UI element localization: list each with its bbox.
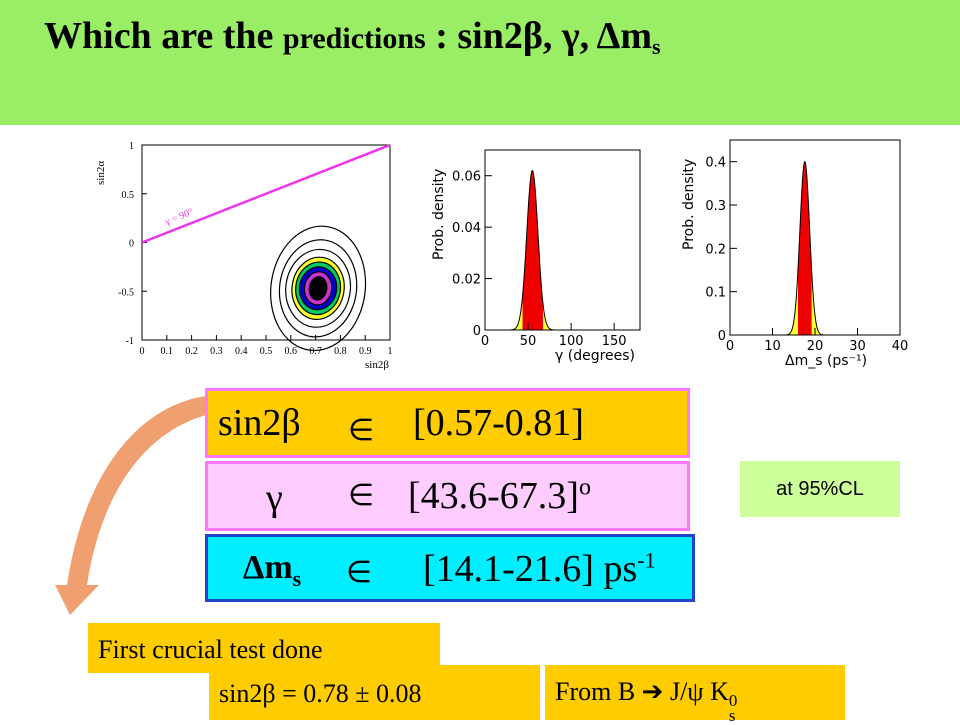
x-tick-label: 30 — [849, 339, 866, 354]
contour-level-8 — [270, 225, 367, 352]
x-tick-label: 150 — [602, 334, 627, 349]
y-axis-label: Prob. density — [431, 169, 447, 260]
y-tick-label: 0 — [473, 324, 481, 339]
x-tick-label: 0 — [481, 334, 489, 349]
dms-density-plot: 0 10 20 30 40 0 0.1 0.2 0.3 0.4 Δm_s (ps⁻¹) Prob. d… — [681, 139, 909, 369]
element-of-symbol: ∈ — [348, 478, 375, 513]
x-tick-label: 100 — [559, 334, 584, 349]
y-axis-label: sin2α — [95, 161, 107, 185]
plot-frame — [729, 139, 901, 336]
gamma-interval: [43.6-67.3]o — [408, 474, 591, 517]
gamma-label: γ — [266, 477, 283, 519]
gamma-interval-box: γ ∈ [43.6-67.3]o — [205, 461, 690, 531]
x-tick-label: 0.2 — [185, 346, 198, 357]
density-fill-range — [798, 161, 812, 335]
density-curve — [785, 160, 825, 336]
x-tick-label: 0.8 — [334, 346, 347, 357]
y-tick-label: 0.02 — [452, 273, 481, 288]
sin2b-label: sin2β — [218, 402, 301, 444]
density-curve — [509, 169, 555, 331]
x-tick-label: 0.3 — [210, 346, 223, 357]
x-tick-label: 0.7 — [309, 346, 322, 357]
page-title: Which are the predictions : sin2β, γ, Δm… — [44, 15, 661, 59]
x-axis-label: γ (degrees) — [555, 348, 635, 364]
contour-plot-sin2a-sin2b: 0 0.1 0.2 0.3 0.4 0.5 0.6 0.7 0.8 0.9 1 1 0.5 0 -0.5 -1… — [95, 141, 393, 370]
x-tick-label: 0.4 — [235, 346, 248, 357]
x-tick-label: 20 — [807, 339, 824, 354]
element-of-symbol: ∈ — [346, 555, 373, 590]
contour-level-1 — [308, 276, 328, 301]
title-banner — [0, 0, 960, 125]
x-tick-label: 0 — [140, 346, 145, 357]
measured-value-note: sin2β = 0.78 ± 0.08 — [209, 665, 540, 720]
y-tick-label: -0.5 — [118, 287, 134, 298]
x-tick-label: 0.5 — [260, 346, 273, 357]
x-tick-label: 40 — [892, 339, 909, 354]
y-tick-label: 0.04 — [452, 221, 481, 236]
y-tick-label: -1 — [126, 336, 134, 347]
y-tick-label: 0.06 — [452, 170, 481, 185]
dms-interval-box: Δms ∈ [14.1-21.6] ps-1 — [205, 534, 695, 602]
x-tick-label: 0.1 — [161, 346, 174, 357]
x-tick-label: 0.9 — [359, 346, 372, 357]
gamma-density-plot: 0 50 100 150 0 0.02 0.04 0.06 γ (degrees) Prob. d… — [431, 149, 641, 364]
y-tick-label: 0.2 — [705, 242, 726, 257]
x-tick-label: 1 — [388, 346, 393, 357]
contour-level-6 — [285, 248, 352, 328]
sin2b-interval: [0.57-0.81] — [413, 402, 584, 444]
confidence-level-label: at 95%CL — [740, 461, 900, 517]
contour-level-7 — [278, 239, 358, 338]
x-axis-label: sin2β — [365, 359, 389, 370]
density-fill-range — [522, 170, 543, 330]
dms-label: Δms — [243, 549, 302, 591]
y-tick-label: 0.3 — [705, 199, 726, 214]
dms-interval: [14.1-21.6] ps-1 — [423, 547, 656, 590]
curved-arrow — [55, 395, 215, 615]
y-tick-label: 0 — [129, 239, 134, 250]
x-tick-label: 10 — [764, 339, 781, 354]
x-tick-label: 50 — [520, 334, 537, 349]
gamma-90-line — [141, 143, 391, 244]
y-tick-label: 0.1 — [705, 286, 726, 301]
x-axis-label: Δm_s (ps⁻¹) — [785, 353, 867, 369]
x-tick-label: 0 — [726, 339, 734, 354]
plot-frame — [484, 149, 641, 331]
first-test-note: First crucial test done — [88, 623, 440, 673]
x-tick-label: 0.6 — [285, 346, 298, 357]
y-tick-label: 0.4 — [705, 156, 726, 171]
element-of-symbol: ∈ — [348, 413, 375, 448]
y-tick-label: 1 — [129, 141, 134, 152]
y-axis-label: Prob. density — [681, 159, 697, 250]
sin2b-interval-box: sin2β ∈ [0.57-0.81] — [205, 388, 690, 458]
y-tick-label: 0 — [718, 329, 726, 344]
y-tick-label: 0.5 — [122, 190, 135, 201]
